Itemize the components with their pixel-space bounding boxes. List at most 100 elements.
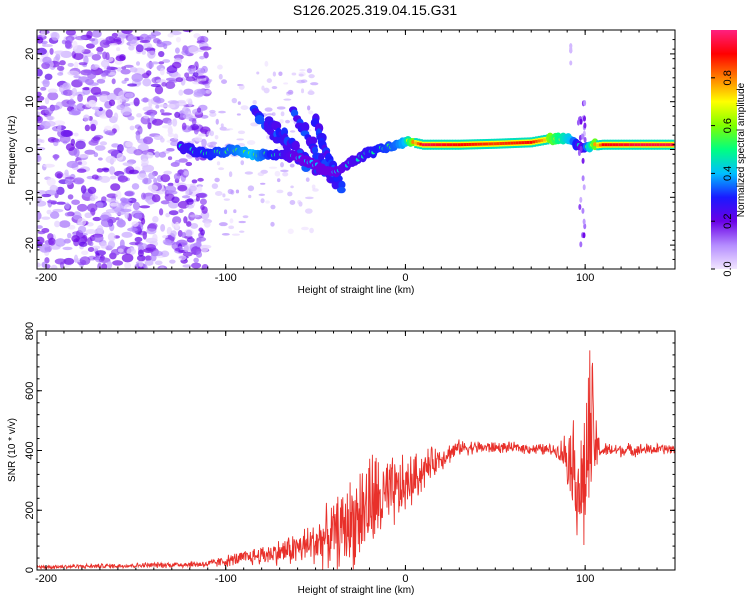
y-tick-label: 600	[24, 382, 36, 400]
heatmap-cell	[89, 241, 94, 247]
heatmap-cell	[209, 109, 216, 114]
heatmap-cell	[77, 76, 90, 83]
heatmap-cell	[651, 143, 655, 147]
heatmap-cell	[257, 172, 265, 177]
heatmap-cell	[181, 122, 187, 131]
heatmap-cell	[141, 72, 150, 79]
heatmap-cell	[643, 143, 647, 147]
heatmap-cell	[71, 199, 80, 205]
heatmap-cell	[173, 133, 179, 140]
heatmap-cell	[37, 138, 43, 143]
heatmap-cell	[479, 142, 484, 146]
heatmap-cell	[83, 114, 90, 122]
heatmap-cell	[177, 184, 188, 192]
heatmap-cell	[146, 61, 154, 69]
x-tick-label: 100	[576, 272, 594, 284]
heatmap-cell	[174, 221, 180, 230]
heatmap-cell	[435, 143, 440, 147]
heatmap-cell	[233, 209, 237, 214]
heatmap-cell	[135, 44, 144, 53]
heatmap-cell	[86, 30, 93, 39]
heatmap-cell	[209, 130, 215, 137]
heatmap-cell	[82, 87, 91, 91]
heatmap-cell	[203, 221, 211, 228]
heatmap-cell	[102, 168, 110, 173]
heatmap-cell	[72, 40, 78, 50]
heatmap-cell	[452, 143, 456, 147]
heatmap-cell	[186, 98, 192, 103]
heatmap-cell	[37, 106, 43, 111]
heatmap-cell	[77, 218, 87, 226]
heatmap-cell	[99, 39, 111, 48]
heatmap-cell	[116, 104, 125, 111]
heatmap-cell	[482, 142, 487, 146]
x-tick-label: -200	[35, 272, 57, 284]
heatmap-cell	[134, 213, 143, 219]
heatmap-cell	[46, 209, 52, 215]
heatmap-cell	[311, 146, 319, 154]
heatmap-cell	[44, 73, 53, 81]
heatmap-cell	[148, 99, 153, 108]
heatmap-cell	[44, 107, 54, 115]
heatmap-cell	[181, 49, 191, 56]
heatmap-cell	[667, 143, 672, 147]
heatmap-cell	[197, 192, 208, 199]
heatmap-cell	[129, 125, 135, 131]
heatmap-cell	[77, 161, 83, 165]
heatmap-cell	[59, 60, 66, 66]
heatmap-cell	[457, 143, 462, 147]
heatmap-cell	[640, 143, 644, 147]
heatmap-cell	[271, 112, 276, 117]
heatmap-cell	[222, 193, 226, 198]
heatmap-cell	[201, 138, 207, 148]
heatmap-cell	[211, 183, 219, 189]
heatmap-cell	[264, 60, 269, 67]
heatmap-cell	[194, 136, 203, 142]
heatmap-cell	[537, 139, 542, 143]
heatmap-cell	[583, 99, 587, 106]
heatmap-cell	[147, 184, 159, 192]
heatmap-cell	[125, 141, 134, 148]
heatmap-cell	[116, 152, 124, 161]
heatmap-cell	[73, 75, 81, 79]
heatmap-cell	[100, 72, 108, 77]
heatmap-cell	[182, 30, 193, 33]
heatmap-cell	[42, 43, 53, 48]
heatmap-cell	[163, 43, 168, 50]
x-tick-label: -200	[35, 573, 57, 585]
heatmap-cell	[117, 248, 124, 253]
heatmap-cell	[73, 148, 80, 158]
heatmap-cell	[147, 200, 154, 205]
heatmap-cell	[87, 82, 99, 86]
heatmap-cell	[152, 250, 163, 257]
heatmap-cell	[238, 220, 246, 224]
heatmap-cell	[67, 62, 74, 67]
heatmap-cell	[236, 138, 245, 141]
heatmap-cell	[107, 149, 120, 155]
heatmap-cell	[56, 201, 66, 205]
colorbar-tick-label: 0.6	[722, 118, 734, 133]
heatmap-cell	[89, 197, 96, 202]
heatmap-cell	[84, 149, 96, 155]
heatmap-cell	[120, 197, 127, 203]
heatmap-cell	[181, 232, 187, 238]
heatmap-cell	[143, 136, 154, 145]
heatmap-cell	[276, 189, 284, 194]
heatmap-cell	[137, 125, 143, 135]
heatmap-cell	[106, 260, 113, 269]
heatmap-cell	[137, 249, 144, 257]
heatmap-cell	[493, 142, 498, 146]
heatmap-cell	[238, 84, 245, 90]
heatmap-cell	[167, 132, 175, 138]
heatmap-cell	[128, 169, 139, 175]
heatmap-cell	[194, 75, 206, 79]
heatmap-cell	[47, 88, 58, 94]
heatmap-cell	[120, 208, 132, 213]
heatmap-cell	[178, 89, 184, 96]
heatmap-cell	[162, 239, 172, 245]
heatmap-cell	[169, 259, 176, 264]
heatmap-cell	[308, 136, 318, 145]
heatmap-cell	[266, 78, 272, 83]
heatmap-cell	[105, 155, 117, 164]
colorbar: 0.0 0.2 0.4 0.6 0.8 Normalized spectral ampl…	[711, 30, 747, 277]
